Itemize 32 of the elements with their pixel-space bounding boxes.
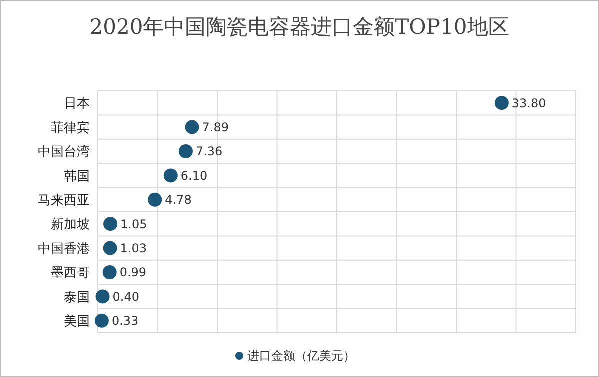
y-tick-label: 中国香港	[38, 242, 90, 257]
chart-title: 2020年中国陶瓷电容器进口金额TOP10地区	[90, 15, 510, 39]
y-tick-label: 日本	[64, 96, 90, 112]
y-tick-label: 新加坡	[51, 218, 90, 233]
y-tick-label: 墨西哥	[51, 266, 90, 282]
data-label: 0.99	[120, 266, 147, 280]
y-tick-label: 中国台湾	[38, 144, 90, 160]
y-tick-label: 菲律宾	[51, 120, 90, 136]
point	[94, 314, 109, 328]
point	[103, 241, 118, 256]
y-tick-label: 马来西亚	[38, 193, 90, 208]
data-label: 4.78	[165, 193, 192, 208]
point	[178, 144, 193, 158]
data-label: 33.80	[512, 96, 546, 110]
point	[494, 96, 509, 110]
legend-label: 进口金额（亿美元）	[248, 349, 356, 364]
data-label: 1.05	[120, 217, 148, 232]
data-label: 7.36	[196, 144, 223, 159]
point	[148, 192, 162, 207]
point	[102, 266, 117, 280]
y-tick-label: 韩国	[64, 169, 90, 184]
point	[96, 290, 110, 304]
y-tick-label: 美国	[64, 313, 90, 330]
y-tick-label: 泰国	[64, 290, 90, 306]
point	[185, 120, 200, 134]
point	[104, 217, 118, 232]
data-label: 0.40	[112, 290, 140, 304]
data-label: 7.89	[202, 120, 230, 134]
data-label: 1.03	[120, 242, 148, 256]
point	[164, 168, 178, 183]
data-label: 6.10	[180, 168, 208, 183]
data-label: 0.33	[112, 314, 139, 328]
